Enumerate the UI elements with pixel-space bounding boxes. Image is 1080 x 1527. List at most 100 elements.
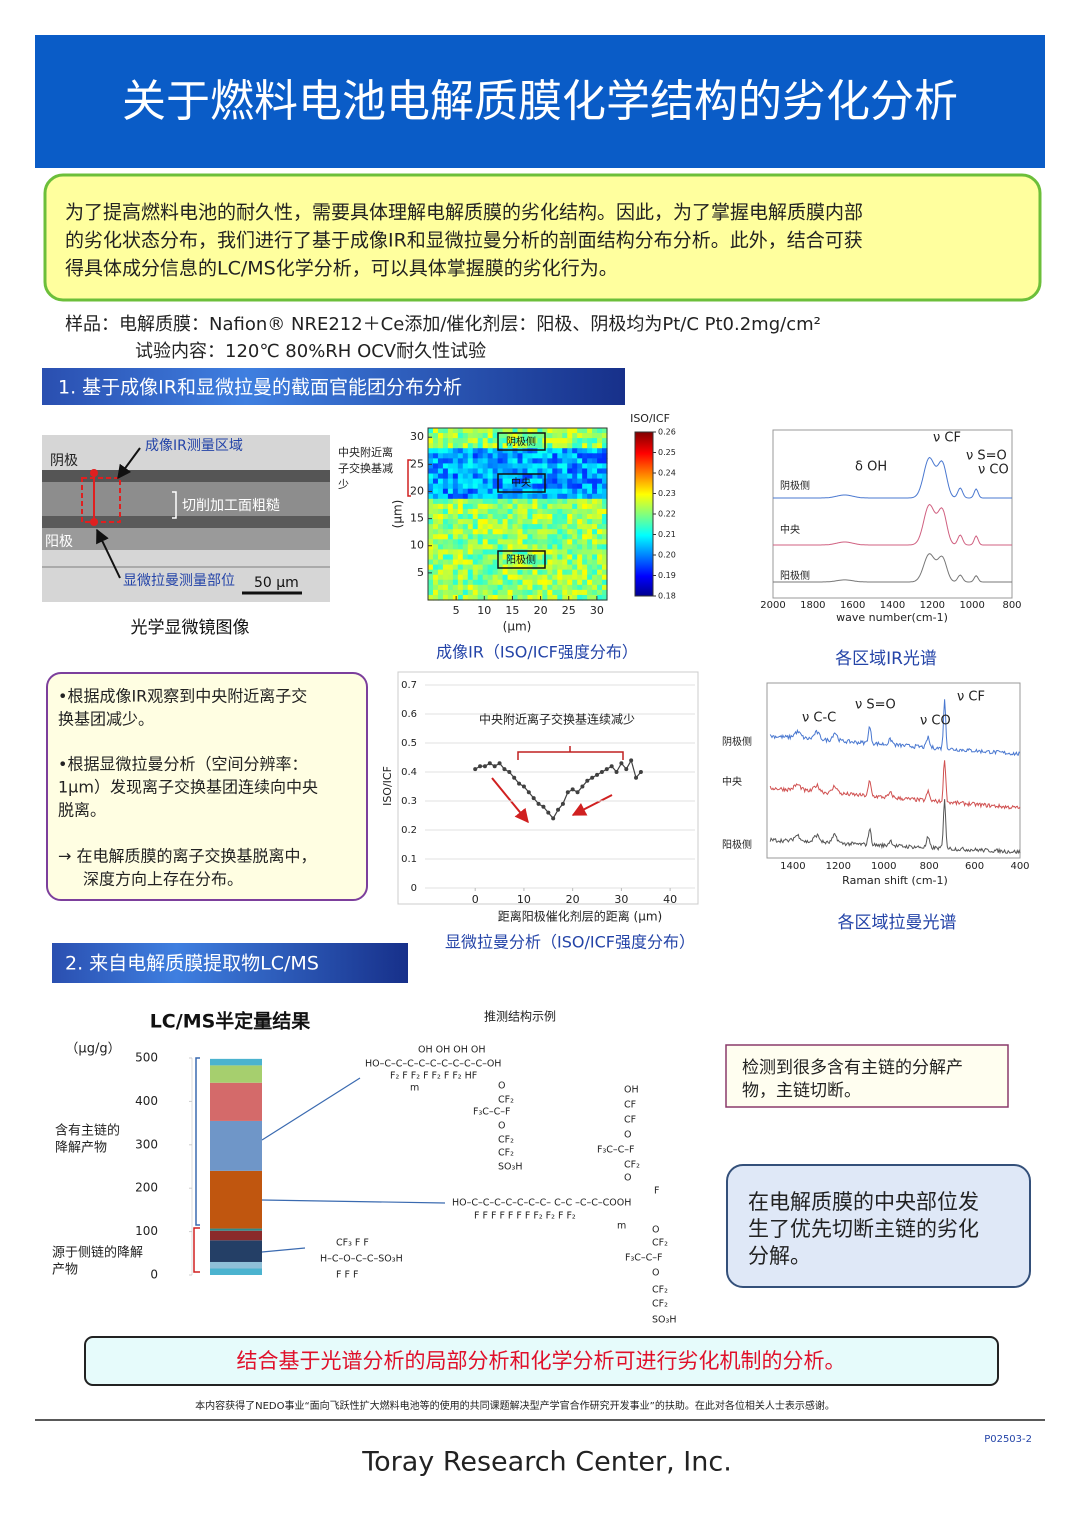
heatmap-cell (512, 574, 519, 581)
heatmap-cell (577, 473, 583, 480)
heatmap-cell (442, 514, 449, 520)
heatmap-cell (532, 539, 538, 545)
heatmap-cell (517, 438, 524, 444)
region-box (497, 432, 546, 451)
heatmap-cell (547, 443, 553, 449)
heatmap-cell (582, 433, 588, 439)
heatmap-cell (552, 433, 558, 439)
heatmap-cell (602, 453, 608, 459)
heatmap-cell (472, 438, 479, 444)
x-tick-label: 10 (477, 604, 491, 617)
heatmap-cell (567, 458, 573, 465)
peak-label: ν CF (933, 431, 961, 446)
heatmap-cell (527, 473, 534, 480)
heatmap-cell (602, 544, 608, 551)
heatmap-cell (537, 529, 543, 535)
spectrum (773, 553, 1012, 583)
heatmap-cell (512, 473, 519, 480)
region-box (497, 550, 546, 569)
heatmap-cell (512, 428, 519, 434)
findings-box (46, 672, 368, 901)
caption: 各区域IR光谱 (835, 649, 937, 669)
intro-line: 得具体成分信息的LC/MS化学分析，可以具体掌握膜的劣化行为。 (65, 258, 618, 280)
heatmap-cell (487, 463, 494, 470)
heatmap-cell (517, 498, 524, 505)
heatmap-cell (522, 514, 529, 520)
spectrum (769, 799, 1021, 855)
heatmap-cell (567, 524, 573, 530)
heatmap-cell (502, 524, 509, 530)
heatmap-cell (597, 574, 603, 581)
heatmap-cell (437, 468, 444, 475)
heatmap-cell (477, 574, 484, 581)
heatmap-cell (527, 514, 534, 520)
heatmap-cell (537, 438, 543, 444)
heatmap-cell (428, 589, 434, 596)
peak-label: ν S=O (966, 449, 1007, 464)
heatmap-cell (542, 519, 548, 525)
heatmap-cell (572, 544, 578, 551)
heatmap-cell (562, 589, 568, 596)
heatmap-cell (477, 554, 484, 561)
heatmap-cell (462, 574, 469, 581)
heatmap-cell (587, 584, 593, 591)
heatmap-cell (577, 503, 583, 510)
heatmap-cell (462, 463, 469, 470)
heatmap-cell (462, 428, 469, 434)
heatmap-cell (482, 524, 489, 530)
heatmap-cell (532, 493, 538, 500)
peak-label: δ OH (855, 460, 887, 475)
heatmap-cell (437, 514, 444, 520)
heatmap-cell (437, 529, 444, 535)
heatmap-cell (582, 503, 588, 510)
heatmap-cell (447, 483, 454, 490)
heatmap-cell (592, 594, 598, 601)
heatmap-cell (562, 453, 568, 459)
heatmap-cell (477, 559, 484, 566)
heatmap-cell (547, 463, 553, 470)
heatmap-cell (442, 544, 449, 551)
heatmap-cell (502, 574, 509, 581)
heatmap-cell (522, 453, 529, 459)
heatmap-cell (432, 529, 439, 535)
heatmap-cell (447, 458, 454, 465)
heatmap-cell (572, 554, 578, 561)
heatmap-cell (492, 584, 499, 591)
data-point (541, 804, 546, 809)
data-point (531, 796, 536, 801)
heatmap-cell (492, 428, 499, 434)
heatmap-cell (437, 493, 444, 500)
heatmap-cell (602, 433, 608, 439)
heatmap-cell (477, 438, 484, 444)
heatmap-cell (467, 584, 474, 591)
heatmap-cell (502, 468, 509, 475)
heatmap-cell (537, 539, 543, 545)
heatmap-cell (602, 488, 608, 495)
structure-text: HO–C–C–C–C–C–C–C– C–C –C–C–COOH (452, 1198, 631, 1209)
data-point (551, 816, 556, 821)
heatmap-cell (512, 534, 519, 540)
heatmap-cell (537, 453, 543, 459)
heatmap-cell (428, 594, 434, 601)
heatmap-cell (437, 428, 444, 434)
heatmap-cell (452, 488, 459, 495)
colorbar-tick-label: 0.24 (658, 469, 676, 478)
heatmap-cell (487, 584, 494, 591)
heatmap-cell (547, 519, 553, 525)
heatmap-cell (447, 514, 454, 520)
heatmap-cell (602, 483, 608, 490)
heatmap-cell (592, 448, 598, 454)
heatmap-cell (582, 448, 588, 454)
heatmap-cell (592, 559, 598, 566)
heatmap-cell (477, 524, 484, 530)
heatmap-cell (428, 463, 434, 470)
data-point (502, 767, 507, 772)
heatmap-cell (428, 503, 434, 510)
note-line: 生了优先切断主链的劣化 (748, 1217, 979, 1241)
finding-line: 1μm）发现离子交换基团连续向中央 (58, 778, 318, 797)
heatmap-cell (602, 584, 608, 591)
heatmap-cell (487, 574, 494, 581)
heatmap-cell (582, 473, 588, 480)
heatmap-cell (557, 589, 563, 596)
heatmap-cell (492, 433, 499, 439)
